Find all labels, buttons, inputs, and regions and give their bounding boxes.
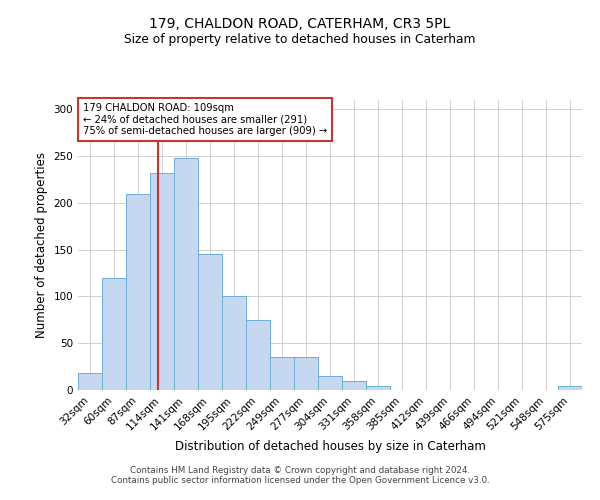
Bar (198, 254, 222, 390)
Bar (558, 386, 582, 390)
Y-axis label: Number of detached properties: Number of detached properties (35, 152, 48, 338)
Text: 179, CHALDON ROAD, CATERHAM, CR3 5PL: 179, CHALDON ROAD, CATERHAM, CR3 5PL (149, 18, 451, 32)
Text: Contains HM Land Registry data © Crown copyright and database right 2024.
Contai: Contains HM Land Registry data © Crown c… (110, 466, 490, 485)
Bar (102, 278, 126, 390)
Bar (150, 173, 174, 390)
Text: Size of property relative to detached houses in Caterham: Size of property relative to detached ho… (124, 32, 476, 46)
Bar (318, 376, 342, 390)
Bar (222, 296, 246, 390)
Bar (366, 386, 390, 390)
Bar (246, 320, 270, 390)
Bar (342, 380, 366, 390)
Bar (270, 358, 294, 390)
Text: 179 CHALDON ROAD: 109sqm
← 24% of detached houses are smaller (291)
75% of semi-: 179 CHALDON ROAD: 109sqm ← 24% of detach… (83, 103, 327, 136)
Bar (126, 194, 150, 390)
Bar (78, 373, 102, 390)
Bar (174, 158, 198, 390)
X-axis label: Distribution of detached houses by size in Caterham: Distribution of detached houses by size … (175, 440, 485, 453)
Bar (294, 358, 318, 390)
